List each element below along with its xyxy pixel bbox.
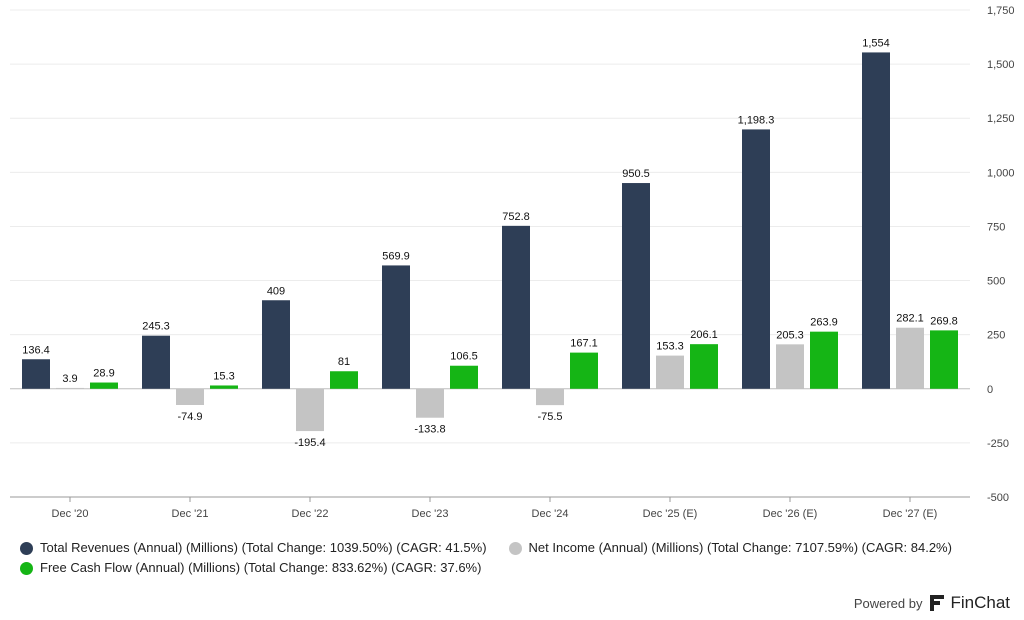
bar-net-income-dec-20 xyxy=(56,387,84,389)
bar-free-cash-flow-dec-26-e xyxy=(810,331,838,389)
y-tick-label: 1,500 xyxy=(987,59,1015,71)
finchat-brand: FinChat xyxy=(950,593,1010,612)
data-label-total-revenues: 950.5 xyxy=(622,168,650,180)
data-label-total-revenues: 136.4 xyxy=(22,344,50,356)
data-label-net-income: 153.3 xyxy=(656,341,684,353)
data-label-free-cash-flow: 269.8 xyxy=(930,315,958,327)
bar-total-revenues-dec-27-e xyxy=(862,52,890,389)
x-tick-label: Dec '21 xyxy=(172,508,209,520)
data-label-net-income: 282.1 xyxy=(896,313,924,325)
legend-label-total-revenues: Total Revenues (Annual) (Millions) (Tota… xyxy=(40,540,487,555)
data-label-free-cash-flow: 106.5 xyxy=(450,351,478,363)
powered-by-footer[interactable]: Powered by FinChat xyxy=(854,593,1010,613)
legend-swatch-total-revenues xyxy=(20,541,33,555)
legend-swatch-net-income xyxy=(508,541,522,555)
bar-net-income-dec-23 xyxy=(416,388,444,418)
bar-net-income-dec-24 xyxy=(536,388,564,406)
data-label-free-cash-flow: 263.9 xyxy=(810,317,838,329)
legend-item-total-revenues[interactable]: Total Revenues (Annual) (Millions) (Tota… xyxy=(20,538,487,558)
bar-free-cash-flow-dec-23 xyxy=(450,365,478,389)
data-label-free-cash-flow: 15.3 xyxy=(213,370,234,382)
bar-free-cash-flow-dec-24 xyxy=(570,352,598,389)
bar-total-revenues-dec-21 xyxy=(142,335,170,389)
y-tick-label: 1,750 xyxy=(987,5,1015,17)
data-label-free-cash-flow: 167.1 xyxy=(570,338,598,350)
y-tick-label: 1,250 xyxy=(987,113,1015,125)
x-tick-label: Dec '25 (E) xyxy=(643,508,698,520)
data-label-total-revenues: 245.3 xyxy=(142,321,170,333)
powered-by-text: Powered by xyxy=(853,595,923,611)
data-label-free-cash-flow: 28.9 xyxy=(93,368,114,380)
bar-total-revenues-dec-22 xyxy=(262,300,290,389)
finchat-logo-icon xyxy=(930,595,945,611)
data-label-free-cash-flow: 206.1 xyxy=(690,329,718,341)
data-label-net-income: -74.9 xyxy=(177,411,202,423)
x-tick-label: Dec '24 xyxy=(532,508,569,520)
bar-free-cash-flow-dec-21 xyxy=(210,385,238,389)
data-label-total-revenues: 752.8 xyxy=(502,211,530,223)
bar-net-income-dec-27-e xyxy=(896,327,924,389)
data-label-total-revenues: 1,554 xyxy=(862,37,890,49)
legend-item-net-income[interactable]: Net Income (Annual) (Millions) (Total Ch… xyxy=(508,538,952,558)
x-tick-label: Dec '20 xyxy=(52,508,89,520)
legend-label-net-income: Net Income (Annual) (Millions) (Total Ch… xyxy=(528,540,952,555)
data-label-total-revenues: 1,198.3 xyxy=(738,114,775,126)
legend-label-free-cash-flow: Free Cash Flow (Annual) (Millions) (Tota… xyxy=(40,560,482,575)
bar-net-income-dec-21 xyxy=(176,388,204,405)
x-tick-label: Dec '23 xyxy=(412,508,449,520)
bar-free-cash-flow-dec-22 xyxy=(330,371,358,389)
data-label-total-revenues: 569.9 xyxy=(382,250,410,262)
bar-net-income-dec-22 xyxy=(296,388,324,432)
bar-chart: 1,750 1,500 1,250 1,000 750 500 250 0 -250 -500 De… xyxy=(10,5,1015,520)
x-tick-label: Dec '27 (E) xyxy=(883,508,938,520)
bar-total-revenues-dec-24 xyxy=(502,225,530,389)
data-label-total-revenues: 409 xyxy=(267,285,285,297)
bar-free-cash-flow-dec-27-e xyxy=(930,330,958,389)
bar-free-cash-flow-dec-25-e xyxy=(690,344,718,389)
data-label-net-income: 205.3 xyxy=(776,329,804,341)
y-tick-label: 500 xyxy=(987,276,1005,288)
y-tick-label: 750 xyxy=(987,221,1005,233)
bar-net-income-dec-26-e xyxy=(776,344,804,389)
legend-swatch-free-cash-flow xyxy=(20,561,33,575)
y-tick-label: -250 xyxy=(987,438,1009,450)
legend-item-free-cash-flow[interactable]: Free Cash Flow (Annual) (Millions) (Tota… xyxy=(20,558,481,578)
y-tick-label: -500 xyxy=(987,492,1009,504)
bar-net-income-dec-25-e xyxy=(656,355,684,389)
data-label-free-cash-flow: 81 xyxy=(338,356,350,368)
bar-total-revenues-dec-25-e xyxy=(622,183,650,389)
data-label-net-income: 3.9 xyxy=(62,373,77,385)
x-tick-label: Dec '26 (E) xyxy=(763,508,818,520)
bar-free-cash-flow-dec-20 xyxy=(90,382,118,389)
y-tick-label: 0 xyxy=(987,384,993,396)
y-tick-label: 1,000 xyxy=(987,167,1015,179)
chart-legend: Total Revenues (Annual) (Millions) (Tota… xyxy=(20,538,974,578)
x-tick-label: Dec '22 xyxy=(292,508,329,520)
data-label-net-income: -133.8 xyxy=(414,424,445,436)
bar-total-revenues-dec-20 xyxy=(22,359,50,389)
data-label-net-income: -75.5 xyxy=(537,411,562,423)
data-label-net-income: -195.4 xyxy=(294,437,325,449)
bar-total-revenues-dec-23 xyxy=(382,265,410,389)
bar-total-revenues-dec-26-e xyxy=(742,129,770,389)
y-tick-label: 250 xyxy=(987,330,1005,342)
